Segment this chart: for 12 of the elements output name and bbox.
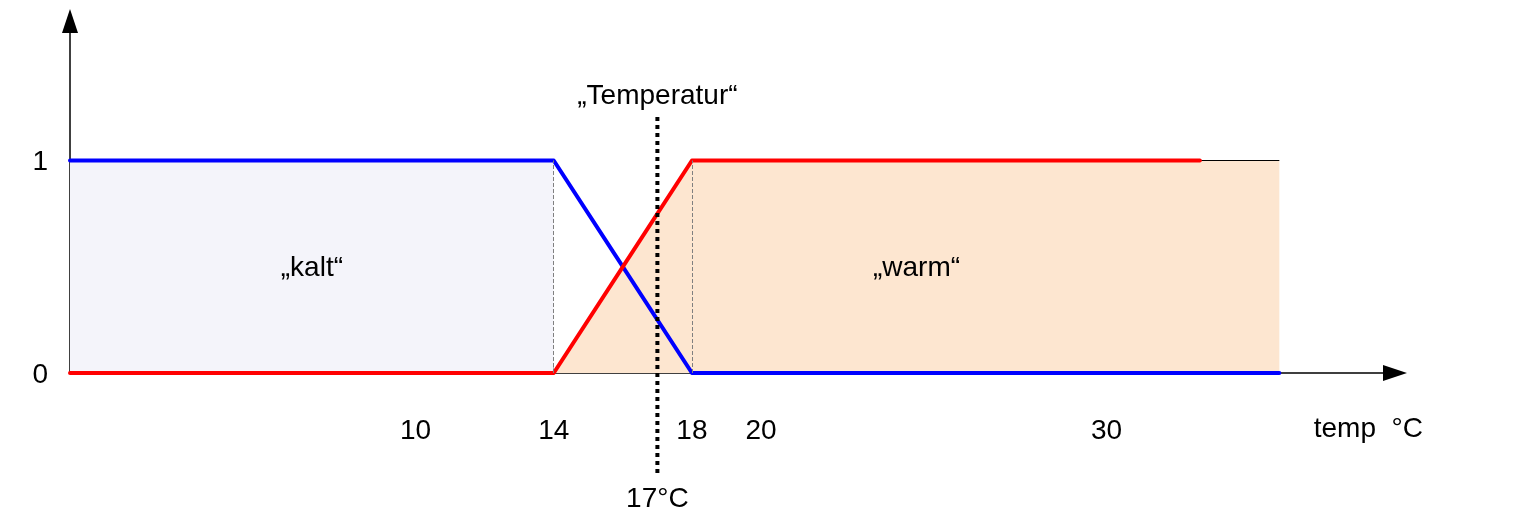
- x-tick-label: 18: [676, 413, 708, 445]
- x-tick-label: 14: [538, 413, 570, 445]
- annotation: „Temperatur“: [577, 78, 738, 110]
- x-axis-title: temp °C: [1313, 411, 1423, 443]
- x-tick-label: 20: [745, 413, 777, 445]
- series-label: „warm“: [872, 251, 961, 283]
- y-tick-label: 0: [32, 357, 48, 389]
- x-tick-label: 10: [399, 413, 432, 445]
- series-label: „kalt“: [280, 251, 343, 283]
- ref-line-label: 17°C: [626, 481, 689, 513]
- x-tick-label: 30: [1091, 413, 1123, 445]
- y-tick-label: 1: [32, 145, 48, 176]
